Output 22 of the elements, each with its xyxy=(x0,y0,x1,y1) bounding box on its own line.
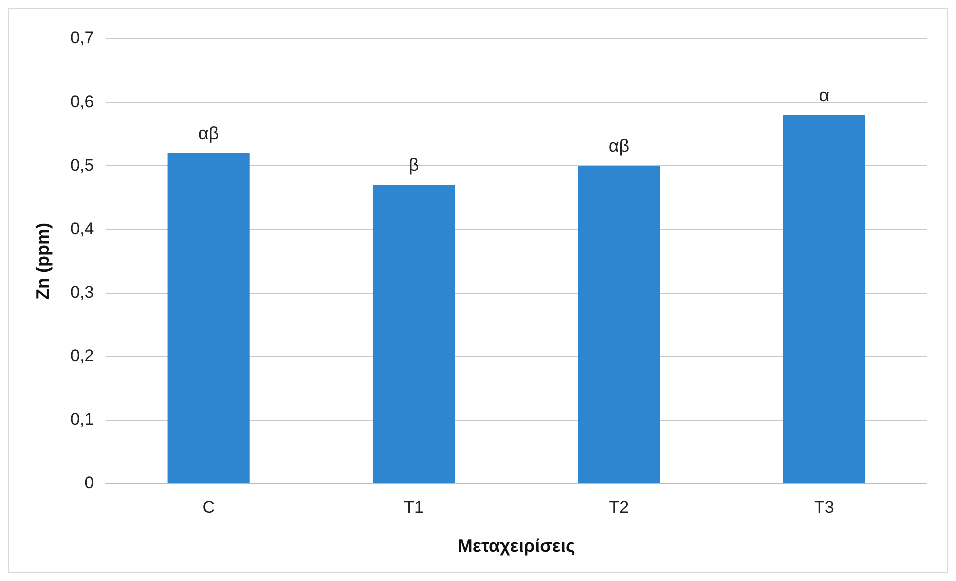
y-tick-label: 0,1 xyxy=(70,410,94,430)
y-tick-label: 0,6 xyxy=(70,92,94,112)
x-axis-title: Μεταχειρίσεις xyxy=(458,536,576,556)
annotation: αβ xyxy=(608,136,630,156)
y-tick-label: 0,2 xyxy=(70,346,94,366)
annotation: β xyxy=(408,155,420,176)
y-axis-title: Zn (ppm) xyxy=(32,223,53,300)
y-tick-label: 0,5 xyxy=(70,156,94,175)
bar xyxy=(372,185,456,484)
bar xyxy=(578,166,660,484)
x-tick-label: T2 xyxy=(609,498,630,517)
x-tick-label: T3 xyxy=(814,498,834,517)
annotation: αβ xyxy=(198,123,220,144)
x-tick-label: T1 xyxy=(404,498,424,517)
bar xyxy=(783,115,866,484)
y-tick-label: 0,3 xyxy=(70,282,94,302)
y-tick-label: 0,7 xyxy=(70,28,94,48)
y-tick-label: 0,4 xyxy=(70,219,94,238)
annotation: α xyxy=(819,85,830,106)
y-tick-label: 0 xyxy=(84,474,94,493)
x-tick-label: C xyxy=(202,498,215,517)
bar xyxy=(168,153,250,484)
